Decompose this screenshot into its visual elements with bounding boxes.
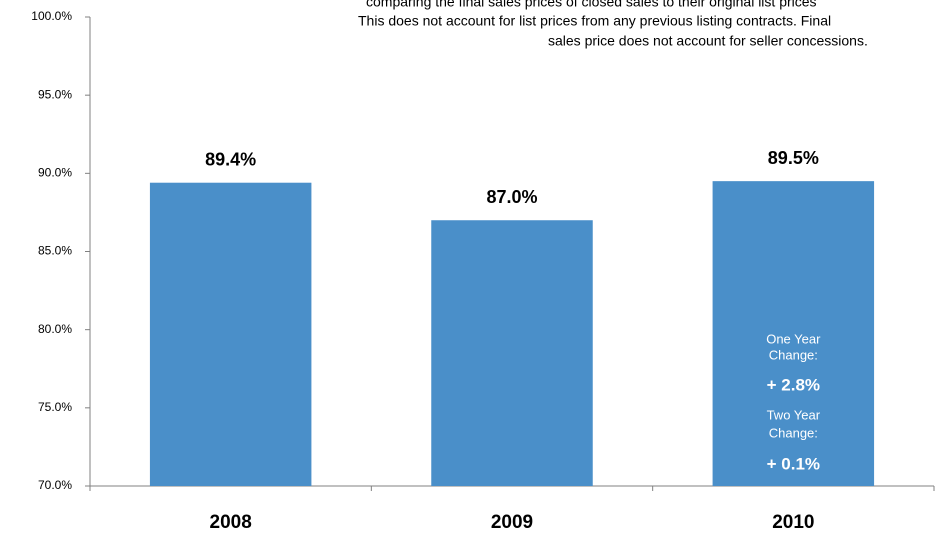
y-tick-label: 100.0% <box>31 9 72 23</box>
data-label: 89.5% <box>768 148 819 168</box>
bar <box>149 182 312 487</box>
y-tick-label: 75.0% <box>38 400 72 414</box>
bar-annotation: Two Year <box>767 407 821 422</box>
bar <box>431 220 593 486</box>
y-tick-label: 90.0% <box>38 166 72 180</box>
bar-annotation: One Year <box>766 331 821 346</box>
y-tick-label: 95.0% <box>38 87 72 101</box>
x-tick-label: 2010 <box>772 512 814 533</box>
x-tick-label: 2009 <box>491 512 533 533</box>
y-tick-label: 80.0% <box>38 322 72 336</box>
note: This does not account for list prices fr… <box>358 13 831 29</box>
data-label: 89.4% <box>205 149 256 169</box>
data-label: 87.0% <box>486 187 537 207</box>
y-tick-label: 70.0% <box>38 478 72 492</box>
bar-annotation: Change: <box>769 425 818 440</box>
note: comparing the final sales prices of clos… <box>366 0 817 10</box>
bar-annotation: + 2.8% <box>767 375 820 394</box>
note: sales price does not account for seller … <box>548 33 868 49</box>
bar <box>712 181 875 486</box>
bar-annotation: Change: <box>769 347 818 362</box>
y-tick-label: 85.0% <box>38 244 72 258</box>
x-tick-label: 2008 <box>210 512 252 533</box>
bar-annotation: + 0.1% <box>767 454 820 473</box>
